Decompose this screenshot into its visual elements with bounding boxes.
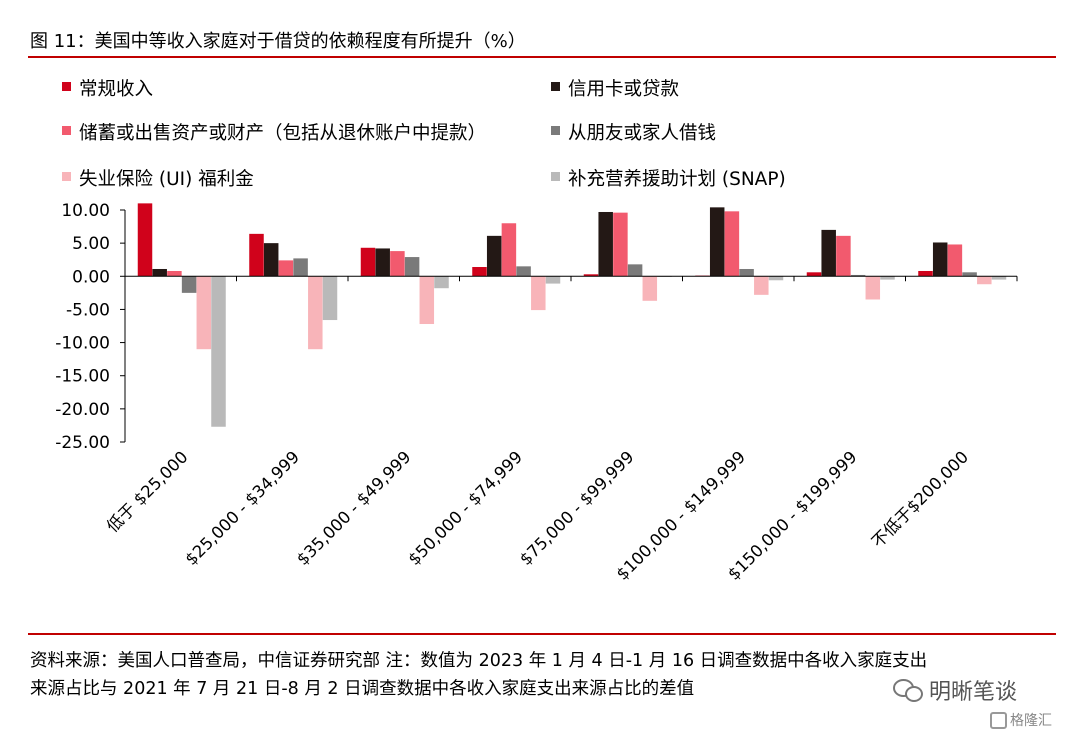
bottom-divider [28, 633, 1056, 635]
bar [472, 267, 487, 277]
x-tick-label: $25,000 - $34,999 [182, 447, 304, 569]
y-tick-label: -10.00 [55, 334, 110, 354]
bar [947, 244, 963, 277]
legend-label: 信用卡或贷款 [568, 79, 679, 100]
bar [918, 270, 933, 277]
legend-label: 失业保险 (UI) 福利金 [79, 169, 254, 190]
bar [836, 235, 851, 277]
x-tick-label: $100,000 - $149,999 [613, 447, 749, 583]
source-line-2: 来源占比与 2021 年 7 月 21 日-8 月 2 日调查数据中各收入家庭支… [30, 679, 695, 699]
bar [434, 276, 449, 289]
legend-swatch [551, 172, 560, 181]
bar [850, 274, 866, 277]
y-tick-label: -25.00 [55, 433, 110, 453]
bar [293, 258, 308, 277]
chart-title: 图 11：美国中等收入家庭对于借贷的依赖程度有所提升（%） [30, 31, 526, 52]
y-axis: 10.00 5.00 0.00 -5.00 -10.00 -15.00 -20.00 -25.… [55, 201, 126, 453]
y-tick-label: -20.00 [55, 400, 110, 420]
bar [962, 272, 977, 277]
bar [709, 207, 725, 277]
logo-icon [990, 711, 1007, 729]
bar [167, 270, 182, 277]
bar [152, 268, 167, 277]
bar [263, 243, 279, 277]
y-tick-label: 10.00 [61, 201, 110, 221]
bar [880, 276, 895, 280]
bar [821, 229, 836, 277]
bar [322, 276, 338, 321]
legend-swatch [551, 82, 560, 91]
bar [308, 276, 323, 350]
bar [531, 276, 546, 311]
x-axis: 低于 $25,000$25,000 - $34,999$35,000 - $49… [103, 275, 1018, 584]
bar [404, 257, 420, 277]
bar [501, 223, 517, 277]
bar [724, 211, 740, 277]
x-tick-label: $50,000 - $74,999 [405, 447, 527, 569]
legend-swatch [551, 126, 560, 135]
site-logo: 格隆汇 [990, 710, 1052, 730]
bar [211, 276, 226, 427]
legend-label: 储蓄或出售资产或财产（包括从退休账户中提款） [79, 123, 486, 144]
bar [754, 276, 769, 295]
x-tick-label: 不低于$200,000 [868, 447, 972, 551]
source-line-1: 资料来源：美国人口普查局，中信证券研究部 注：数值为 2023 年 1 月 4 … [30, 651, 928, 671]
x-tick-label: $150,000 - $199,999 [724, 447, 860, 583]
bar [278, 260, 294, 277]
bar [627, 264, 643, 277]
top-divider [28, 56, 1056, 58]
bar [545, 276, 561, 284]
y-tick-label: 0.00 [72, 267, 110, 287]
bar [516, 266, 531, 277]
logo-text: 格隆汇 [1010, 713, 1052, 729]
bar [598, 211, 613, 277]
bar [977, 276, 992, 285]
bar [932, 242, 948, 277]
bar [583, 274, 599, 277]
bar [739, 268, 754, 277]
bar [249, 233, 264, 277]
bar [196, 276, 212, 350]
y-tick-label: 5.00 [72, 234, 110, 254]
wechat-icon [893, 678, 923, 702]
bar [360, 247, 376, 277]
x-tick-label: $75,000 - $99,999 [516, 447, 638, 569]
bar [137, 203, 153, 277]
watermark-text: 明晰笔谈 [929, 680, 1018, 705]
bars [137, 203, 1007, 427]
bar [486, 235, 502, 277]
bar [991, 276, 1007, 280]
bar [419, 276, 435, 325]
legend-label: 常规收入 [79, 79, 153, 100]
legend-swatch [62, 172, 71, 181]
bar [613, 212, 628, 277]
legend-label: 补充营养援助计划 (SNAP) [568, 169, 786, 190]
y-tick-label: -15.00 [55, 367, 110, 387]
y-tick-label: -5.00 [66, 300, 110, 320]
bar [390, 251, 405, 277]
source-note: 资料来源：美国人口普查局，中信证券研究部 注：数值为 2023 年 1 月 4 … [30, 647, 1060, 703]
bar [768, 276, 784, 281]
x-tick-label: 低于 $25,000 [103, 447, 192, 536]
x-tick-label: $35,000 - $49,999 [293, 447, 415, 569]
bar [642, 276, 658, 301]
bar [806, 272, 822, 277]
watermark: 明晰笔谈 [893, 674, 1017, 706]
bar [181, 276, 197, 293]
legend-swatch [62, 126, 71, 135]
legend-swatch [62, 82, 71, 91]
bar [865, 276, 881, 300]
bar [375, 248, 390, 277]
legend-label: 从朋友或家人借钱 [568, 123, 716, 144]
